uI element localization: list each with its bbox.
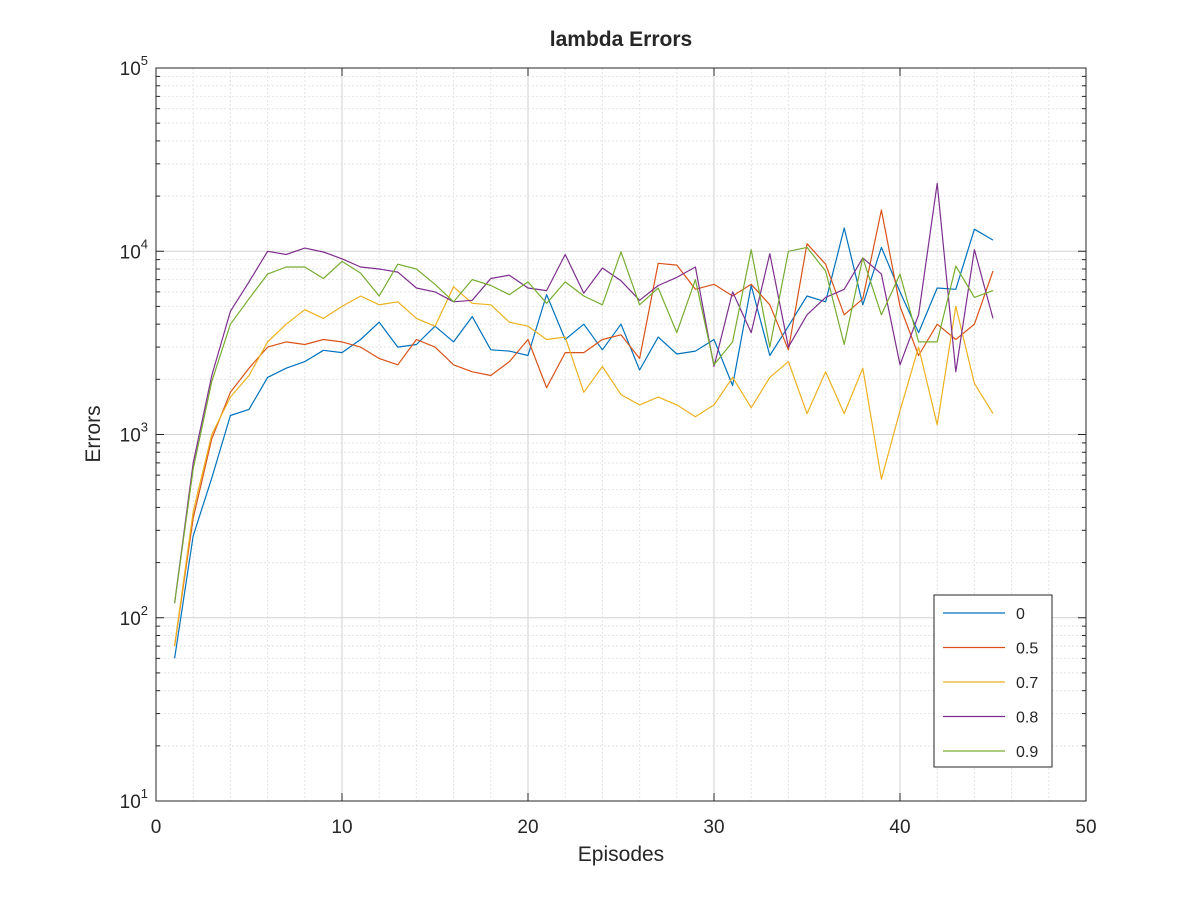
legend-label-0-8: 0.8 — [1016, 710, 1038, 727]
series-line-0-5 — [174, 209, 994, 647]
y-axis-label: Errors — [82, 405, 105, 462]
x-tick-label: 50 — [1075, 817, 1096, 838]
legend-box — [933, 594, 1053, 768]
legend: 0 0.5 0.7 0.8 0.9 — [933, 594, 1053, 768]
legend-label-0-9: 0.9 — [1016, 744, 1038, 761]
legend-label-0: 0 — [1016, 606, 1025, 623]
series-group — [174, 182, 994, 659]
y-tick-label: 105 — [120, 53, 148, 80]
x-tick-label: 0 — [151, 817, 162, 838]
y-tick-label: 104 — [120, 236, 148, 263]
series-line-0-7 — [174, 286, 994, 647]
series-line-0 — [174, 227, 994, 659]
x-axis-label: Episodes — [578, 843, 664, 866]
ticks: 0 10 20 30 40 50 101 102 103 104 105 — [120, 53, 1097, 838]
series-line-0-9 — [174, 246, 994, 604]
x-tick-label: 10 — [331, 817, 352, 838]
y-tick-label: 102 — [120, 603, 148, 630]
x-tick-label: 20 — [517, 817, 538, 838]
legend-label-0-5: 0.5 — [1016, 641, 1038, 658]
x-tick-label: 30 — [703, 817, 724, 838]
x-tick-label: 40 — [889, 817, 910, 838]
legend-label-0-7: 0.7 — [1016, 675, 1038, 692]
y-tick-label: 103 — [120, 420, 148, 447]
y-tick-label: 101 — [120, 786, 148, 813]
chart-title: lambda Errors — [550, 28, 692, 51]
series-line-0-8 — [174, 182, 994, 604]
